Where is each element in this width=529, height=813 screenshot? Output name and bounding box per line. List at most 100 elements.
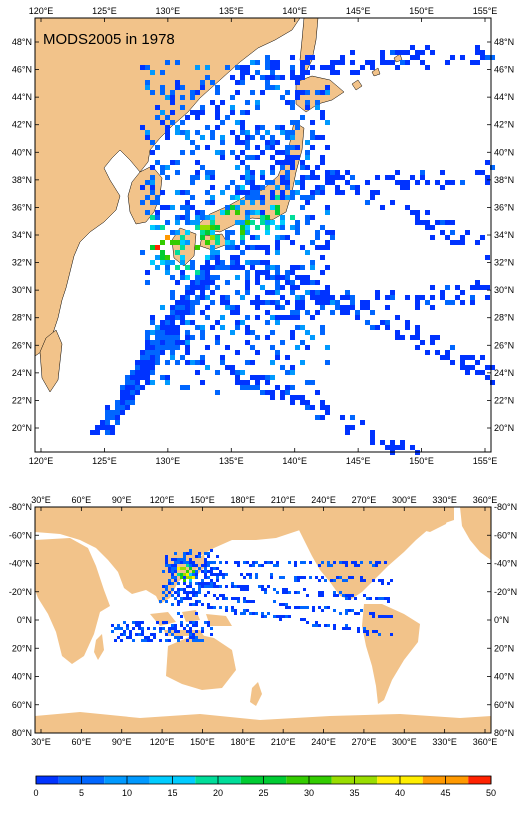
observation-cell (183, 582, 186, 585)
observation-cell (340, 415, 345, 420)
observation-cell (415, 180, 420, 185)
observation-cell (255, 195, 260, 200)
observation-cell (207, 606, 210, 609)
observation-cell (290, 145, 295, 150)
observation-cell (215, 275, 220, 280)
observation-cell (300, 65, 305, 70)
observation-cell (195, 636, 198, 639)
observation-cell (170, 230, 175, 235)
observation-cell (390, 633, 393, 636)
observation-cell (200, 275, 205, 280)
observation-cell (180, 270, 185, 275)
observation-cell (306, 621, 309, 624)
observation-cell (177, 558, 180, 561)
observation-cell (183, 567, 186, 570)
observation-cell (310, 170, 315, 175)
observation-cell (360, 65, 365, 70)
observation-cell (295, 275, 300, 280)
observation-cell (265, 130, 270, 135)
observation-cell (189, 633, 192, 636)
observation-cell (145, 80, 150, 85)
observation-cell (200, 110, 205, 115)
observation-cell (300, 606, 303, 609)
observation-cell (320, 135, 325, 140)
observation-cell (174, 552, 177, 555)
observation-cell (324, 606, 327, 609)
observation-cell (285, 615, 288, 618)
observation-cell (205, 65, 210, 70)
observation-cell (174, 630, 177, 633)
observation-cell (207, 624, 210, 627)
observation-cell (201, 603, 204, 606)
bottom-map-land-north-america (296, 507, 454, 600)
observation-cell (381, 582, 384, 585)
colorbar-segment (422, 776, 446, 784)
observation-cell (390, 50, 395, 55)
bottom-map-land-eurasia (35, 507, 316, 604)
observation-cell (275, 305, 280, 310)
observation-cell (190, 360, 195, 365)
observation-cell (225, 240, 230, 245)
observation-cell (415, 345, 420, 350)
observation-cell (405, 295, 410, 300)
observation-cell (150, 260, 155, 265)
observation-cell (400, 180, 405, 185)
observation-cell (225, 295, 230, 300)
observation-cell (465, 355, 470, 360)
observation-cell (265, 320, 270, 325)
observation-cell (175, 125, 180, 130)
observation-cell (155, 330, 160, 335)
observation-cell (180, 300, 185, 305)
observation-cell (310, 135, 315, 140)
observation-cell (275, 65, 280, 70)
observation-cell (345, 305, 350, 310)
observation-cell (315, 415, 320, 420)
observation-cell (249, 576, 252, 579)
observation-cell (160, 260, 165, 265)
observation-cell (275, 85, 280, 90)
observation-cell (189, 558, 192, 561)
observation-cell (485, 375, 490, 380)
observation-cell (205, 345, 210, 350)
y-tick-label-right: 20°N (494, 643, 514, 653)
observation-cell (395, 315, 400, 320)
observation-cell (240, 70, 245, 75)
observation-cell (162, 621, 165, 624)
observation-cell (450, 240, 455, 245)
observation-cell (345, 290, 350, 295)
observation-cell (255, 130, 260, 135)
observation-cell (215, 390, 220, 395)
observation-cell (315, 105, 320, 110)
observation-cell (213, 594, 216, 597)
observation-cell (430, 340, 435, 345)
observation-cell (315, 624, 318, 627)
observation-cell (159, 639, 162, 642)
x-tick-label-bottom: 120°E (29, 456, 54, 466)
observation-cell (357, 612, 360, 615)
observation-cell (354, 561, 357, 564)
observation-cell (225, 585, 228, 588)
observation-cell (261, 612, 264, 615)
observation-cell (339, 561, 342, 564)
observation-cell (195, 630, 198, 633)
y-tick-label-left: 28°N (12, 313, 32, 323)
observation-cell (395, 330, 400, 335)
observation-cell (171, 564, 174, 567)
x-tick-label-bottom: 150°E (409, 456, 434, 466)
observation-cell (155, 265, 160, 270)
observation-cell (255, 295, 260, 300)
observation-cell (255, 100, 260, 105)
observation-cell (205, 275, 210, 280)
observation-cell (225, 115, 230, 120)
observation-cell (340, 310, 345, 315)
observation-cell (165, 600, 168, 603)
observation-cell (175, 80, 180, 85)
observation-cell (333, 609, 336, 612)
observation-cell (220, 190, 225, 195)
observation-cell (320, 190, 325, 195)
observation-cell (305, 105, 310, 110)
observation-cell (275, 235, 280, 240)
observation-cell (375, 175, 380, 180)
observation-cell (145, 135, 150, 140)
observation-cell (315, 230, 320, 235)
